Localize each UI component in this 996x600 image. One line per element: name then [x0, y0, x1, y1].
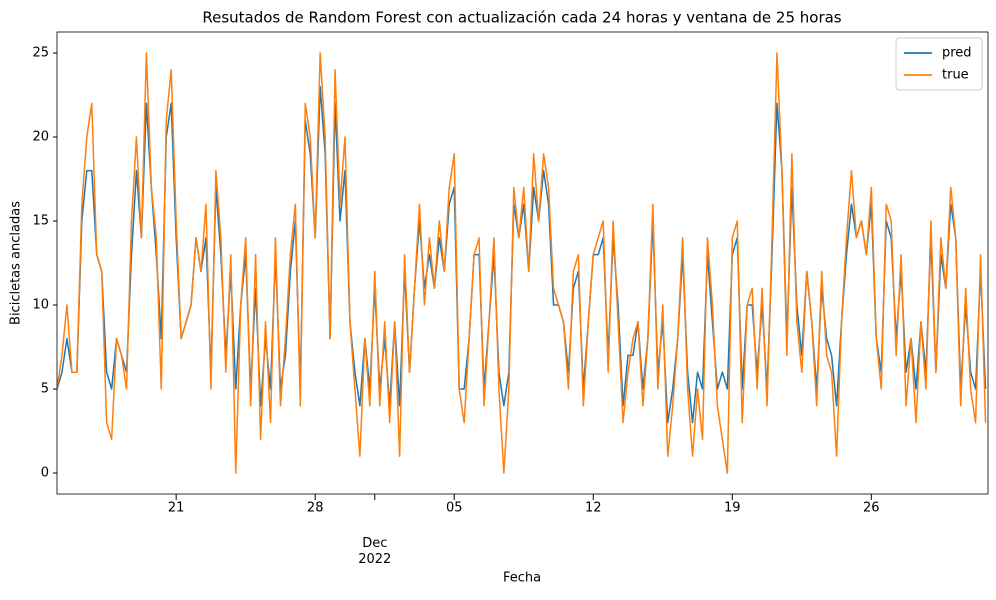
x-tick-label: 12	[585, 501, 602, 516]
x-tick-label: 21	[168, 501, 185, 516]
x-tick-label: 19	[724, 501, 741, 516]
plot-frame	[56, 31, 989, 495]
y-tick-label: 25	[32, 46, 49, 61]
legend-box	[895, 37, 983, 91]
chart-title: Resutados de Random Forest con actualiza…	[202, 9, 841, 27]
legend-label: true	[942, 68, 969, 83]
x-axis-label: Fecha	[503, 571, 541, 586]
legend-label: pred	[942, 46, 972, 61]
x-tick-label: Dec 2022	[358, 536, 391, 567]
y-tick-label: 0	[41, 466, 49, 481]
y-tick-label: 15	[32, 214, 49, 229]
y-tick-label: 5	[41, 382, 49, 397]
x-tick-label: 05	[446, 501, 463, 516]
y-tick-label: 20	[32, 130, 49, 145]
x-tick-label: 28	[307, 501, 324, 516]
x-tick-label: 26	[863, 501, 880, 516]
y-tick-label: 10	[32, 298, 49, 313]
y-axis-label: Bicicletas ancladas	[9, 201, 24, 325]
series-line	[57, 52, 987, 474]
